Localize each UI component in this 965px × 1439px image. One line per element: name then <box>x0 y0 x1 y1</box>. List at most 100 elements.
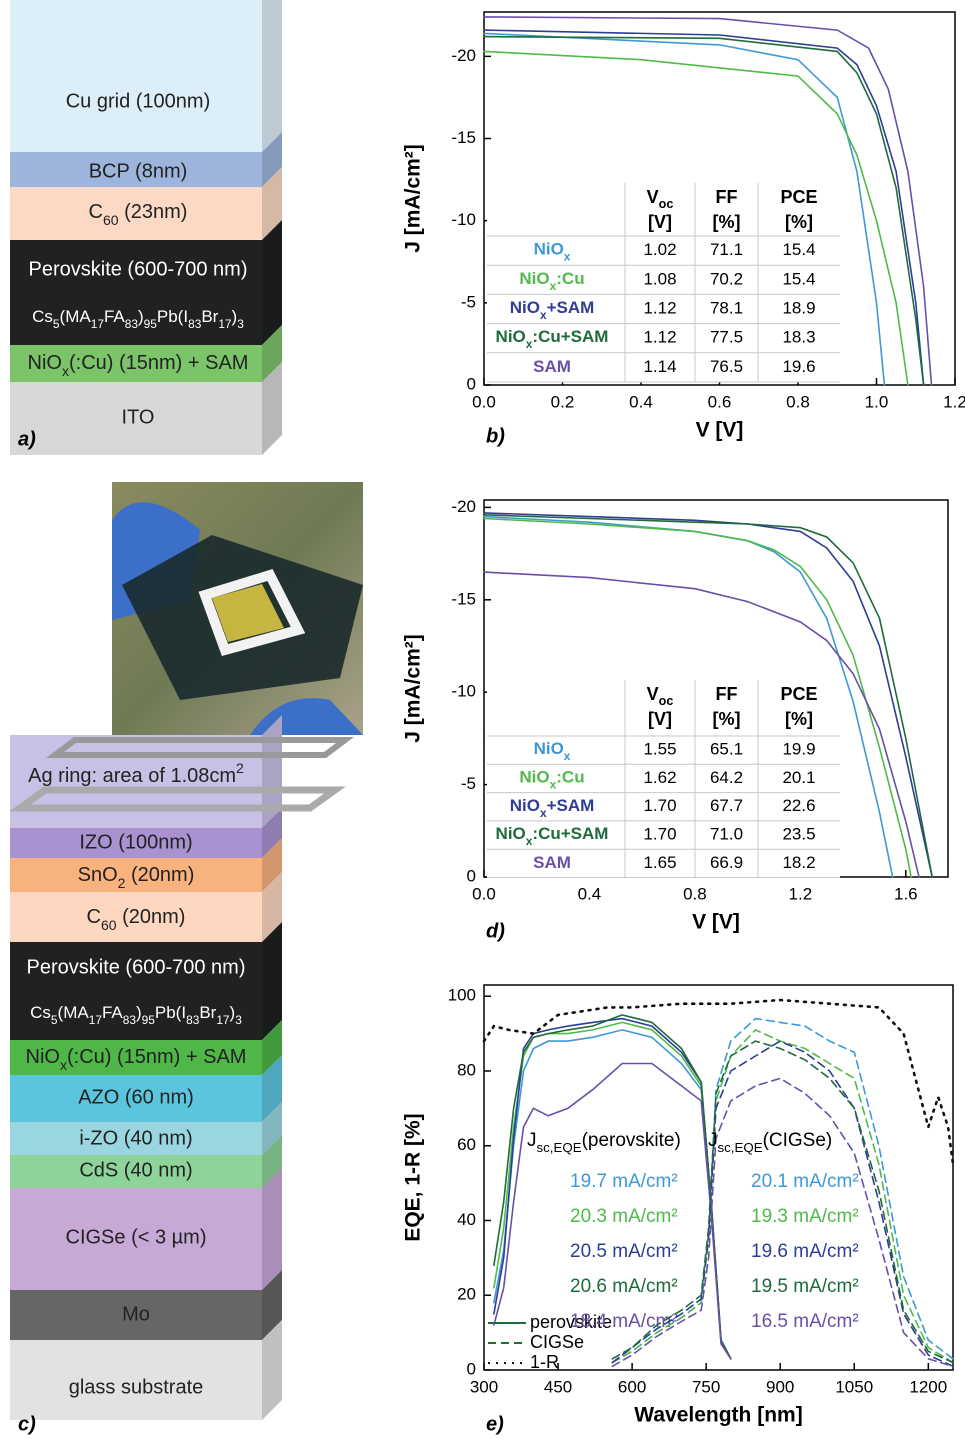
figure: Cu grid (100nm)BCP (8nm)C60 (23nm)Perovs… <box>0 0 965 1439</box>
layer-label: glass substrate <box>69 1376 204 1398</box>
y-tick-label: -5 <box>461 292 476 311</box>
text-part: 95 <box>142 1013 156 1027</box>
text-part: SnO <box>78 864 118 886</box>
text-part: FA <box>102 1003 123 1022</box>
text-part: NiO <box>496 328 526 347</box>
y-tick-label: -15 <box>451 128 476 147</box>
text-part: (20nm) <box>117 906 186 928</box>
y-axis-title: J [mA/cm²] <box>402 634 425 743</box>
annotation-value: 19.6 mA/cm² <box>751 1241 859 1262</box>
x-tick-label: 900 <box>766 1377 794 1396</box>
layer <box>10 0 262 152</box>
text-part: FA <box>104 307 125 326</box>
table-cell: 18.3 <box>782 328 815 347</box>
text-part: 17 <box>216 1013 230 1027</box>
table-cell: 19.6 <box>782 357 815 376</box>
text-part: Br <box>201 307 218 326</box>
text-part: J <box>527 1130 537 1151</box>
layer-label: Cu grid (100nm) <box>66 90 211 112</box>
layer-shade <box>262 922 282 1040</box>
annotation-value: 16.5 mA/cm² <box>751 1311 859 1332</box>
annotation-title: Jsc,EQE(CIGSe) <box>708 1130 832 1155</box>
text-part: (23nm) <box>119 201 188 223</box>
annotation-value: 19.5 mA/cm² <box>751 1276 859 1297</box>
layer-label: Mo <box>122 1303 150 1325</box>
text-part: :Cu <box>556 768 584 787</box>
text-part: sc,EQE <box>718 1140 763 1155</box>
photo <box>112 482 363 735</box>
table-cell: 1.70 <box>643 796 676 815</box>
x-tick-label: 1.0 <box>865 392 889 411</box>
table-cell: 18.9 <box>782 298 815 317</box>
text-part: NiO <box>26 1046 60 1068</box>
table-cell: 1.70 <box>643 825 676 844</box>
annotation-value: 20.6 mA/cm² <box>570 1276 678 1297</box>
table-cell: 64.2 <box>710 768 743 787</box>
y-tick-label: -10 <box>451 210 476 229</box>
table-cell: 1.08 <box>643 269 676 288</box>
panel-letter: a) <box>18 428 36 450</box>
text-part: 83 <box>186 1013 200 1027</box>
x-tick-label: 0.8 <box>683 884 707 903</box>
table-cell: 65.1 <box>710 740 743 759</box>
layer-label: BCP (8nm) <box>89 160 188 182</box>
text-part: C <box>87 906 101 928</box>
table-cell: 15.4 <box>782 269 815 288</box>
x-axis-title: V [V] <box>692 911 740 934</box>
text-part: (CIGSe) <box>763 1130 833 1151</box>
annotation-value: 20.3 mA/cm² <box>570 1206 678 1227</box>
text-part: NiO <box>496 825 526 844</box>
layer-label: CdS (40 nm) <box>79 1159 192 1181</box>
y-tick-label: 80 <box>457 1060 476 1079</box>
table-header: [%] <box>713 709 741 729</box>
text-part: +SAM <box>547 298 595 317</box>
layer-shade <box>262 1168 282 1290</box>
x-tick-label: 0.2 <box>551 392 575 411</box>
panel-letter: b) <box>486 425 505 447</box>
table-cell: 76.5 <box>710 357 743 376</box>
text-part: 83 <box>123 1013 137 1027</box>
text-part: NiO <box>510 796 540 815</box>
text-part: Pb(I <box>157 307 188 326</box>
annotation-value: 19.3 mA/cm² <box>751 1206 859 1227</box>
text-part: :Cu+SAM <box>532 825 608 844</box>
table-header: PCE <box>780 684 817 704</box>
table-cell: 19.9 <box>782 740 815 759</box>
table-cell: 23.5 <box>782 825 815 844</box>
legend-label: 1-R <box>530 1352 559 1372</box>
annotation-value: 20.1 mA/cm² <box>751 1171 859 1192</box>
text-part: 17 <box>91 317 105 331</box>
text-part: (MA <box>60 307 92 326</box>
text-part: Pb(I <box>155 1003 186 1022</box>
x-tick-label: 0.0 <box>472 884 496 903</box>
table-cell: 18.2 <box>782 853 815 872</box>
text-part: x <box>62 363 69 379</box>
y-tick-label: -20 <box>451 497 476 516</box>
annotation-title: Jsc,EQE(perovskite) <box>527 1130 681 1155</box>
text-part: (:Cu) (15nm) + SAM <box>67 1046 246 1068</box>
text-part: 2 <box>236 760 244 776</box>
x-tick-label: 0.0 <box>472 392 496 411</box>
layer-label: Perovskite (600-700 nm) <box>29 258 248 280</box>
text-part: Cs <box>32 307 53 326</box>
y-tick-label: -15 <box>451 589 476 608</box>
panel-letter: d) <box>486 920 505 942</box>
x-axis-title: Wavelength [nm] <box>634 1404 802 1427</box>
text-part: oc <box>659 197 674 211</box>
text-part: x <box>60 1057 67 1073</box>
text-part: (:Cu) (15nm) + SAM <box>69 352 248 374</box>
text-part: x <box>564 749 571 763</box>
text-part: (perovskite) <box>582 1130 681 1151</box>
table-header: [V] <box>648 709 672 729</box>
page: {"diagram_a":{"letter":"a)","layers":[ {… <box>0 0 965 1439</box>
text-part: J <box>708 1130 718 1151</box>
x-axis-title: V [V] <box>696 419 744 442</box>
layer-label: Perovskite (600-700 nm) <box>27 956 246 978</box>
panel-letter: e) <box>486 1413 504 1435</box>
layer-label: i-ZO (40 nm) <box>79 1127 192 1149</box>
text-part: 83 <box>188 317 202 331</box>
table-cell: 1.14 <box>643 357 676 376</box>
y-tick-label: 0 <box>467 866 476 885</box>
y-tick-label: 20 <box>457 1285 476 1304</box>
y-tick-label: -20 <box>451 46 476 65</box>
